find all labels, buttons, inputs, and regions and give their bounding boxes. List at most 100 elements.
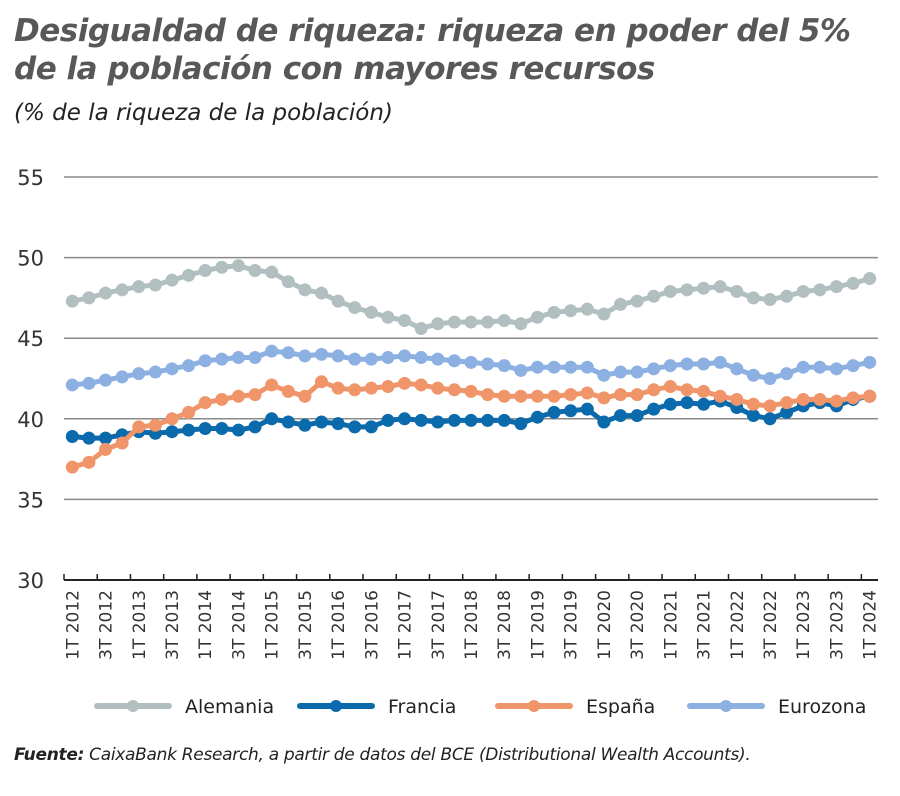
- data-point-francia: [165, 425, 179, 439]
- data-point-alemania: [99, 286, 113, 300]
- data-point-francia: [647, 402, 661, 416]
- data-point-españa: [863, 389, 877, 403]
- data-point-francia: [497, 413, 511, 427]
- data-point-francia: [514, 417, 528, 431]
- data-point-alemania: [464, 315, 478, 329]
- data-point-eurozona: [165, 362, 179, 376]
- y-tick-label: 35: [17, 488, 44, 512]
- data-point-francia: [580, 402, 594, 416]
- data-point-eurozona: [314, 347, 328, 361]
- data-point-alemania: [248, 263, 262, 277]
- y-tick-label: 40: [17, 408, 44, 432]
- data-point-eurozona: [115, 370, 129, 384]
- data-point-españa: [763, 399, 777, 413]
- data-point-españa: [281, 384, 295, 398]
- y-tick-label: 30: [17, 569, 44, 593]
- data-point-francia: [248, 420, 262, 434]
- data-point-francia: [99, 431, 113, 445]
- legend-marker: [330, 700, 342, 712]
- data-point-eurozona: [547, 360, 561, 374]
- data-point-francia: [331, 417, 345, 431]
- data-point-alemania: [530, 310, 544, 324]
- data-point-francia: [431, 415, 445, 429]
- data-point-españa: [697, 384, 711, 398]
- chart-title: Desigualdad de riqueza: riqueza en poder…: [14, 12, 851, 88]
- data-point-alemania: [381, 310, 395, 324]
- data-point-alemania: [547, 305, 561, 319]
- x-tick-label: 1T 2020: [595, 590, 615, 660]
- data-point-españa: [99, 442, 113, 456]
- data-point-alemania: [431, 317, 445, 331]
- data-point-eurozona: [829, 362, 843, 376]
- data-point-alemania: [314, 286, 328, 300]
- data-point-alemania: [82, 291, 96, 305]
- data-point-españa: [148, 418, 162, 432]
- legend-label: Francia: [388, 696, 456, 718]
- data-point-eurozona: [481, 357, 495, 371]
- legend-label: Alemania: [185, 696, 274, 718]
- data-point-eurozona: [364, 352, 378, 366]
- data-point-españa: [663, 380, 677, 394]
- data-point-francia: [481, 413, 495, 427]
- data-point-eurozona: [730, 362, 744, 376]
- data-point-alemania: [614, 297, 628, 311]
- data-point-eurozona: [248, 351, 262, 365]
- data-point-eurozona: [680, 357, 694, 371]
- x-tick-label: 3T 2012: [97, 590, 117, 660]
- legend-marker: [528, 700, 540, 712]
- data-point-alemania: [231, 259, 245, 273]
- data-point-eurozona: [298, 349, 312, 363]
- data-point-francia: [780, 405, 794, 419]
- y-tick-label: 45: [17, 327, 44, 351]
- data-point-alemania: [182, 268, 196, 282]
- data-point-eurozona: [398, 349, 412, 363]
- data-point-españa: [497, 389, 511, 403]
- y-tick-label: 55: [17, 166, 44, 190]
- data-point-españa: [564, 388, 578, 402]
- data-point-alemania: [481, 315, 495, 329]
- data-point-eurozona: [780, 367, 794, 381]
- data-point-alemania: [796, 284, 810, 298]
- data-point-españa: [348, 383, 362, 397]
- x-tick-label: 3T 2017: [429, 590, 449, 660]
- data-point-españa: [597, 391, 611, 405]
- data-point-españa: [780, 396, 794, 410]
- data-point-alemania: [447, 315, 461, 329]
- data-point-francia: [763, 412, 777, 426]
- data-point-alemania: [746, 291, 760, 305]
- data-point-eurozona: [215, 352, 229, 366]
- data-point-francia: [464, 413, 478, 427]
- data-point-eurozona: [763, 372, 777, 385]
- data-point-eurozona: [447, 354, 461, 368]
- data-point-alemania: [364, 305, 378, 319]
- data-point-alemania: [647, 289, 661, 303]
- data-point-alemania: [763, 293, 777, 307]
- data-point-eurozona: [614, 365, 628, 379]
- data-point-francia: [348, 420, 362, 434]
- x-tick-label: 1T 2012: [63, 590, 83, 660]
- data-point-españa: [464, 384, 478, 398]
- data-point-españa: [829, 394, 843, 408]
- data-point-alemania: [414, 322, 428, 336]
- data-point-francia: [281, 415, 295, 429]
- x-tick-label: 1T 2016: [329, 590, 349, 660]
- data-point-eurozona: [414, 351, 428, 365]
- x-tick-label: 1T 2019: [528, 590, 548, 660]
- data-point-francia: [82, 431, 96, 445]
- data-point-eurozona: [746, 368, 760, 382]
- legend-label: España: [586, 696, 655, 718]
- data-point-eurozona: [65, 378, 79, 392]
- data-point-alemania: [148, 278, 162, 292]
- data-point-alemania: [730, 284, 744, 298]
- data-point-eurozona: [348, 352, 362, 366]
- data-point-alemania: [863, 272, 877, 286]
- data-point-francia: [398, 412, 412, 426]
- data-point-españa: [713, 389, 727, 403]
- data-point-españa: [215, 392, 229, 406]
- data-point-francia: [298, 418, 312, 432]
- data-point-españa: [431, 381, 445, 395]
- x-tick-label: 1T 2014: [196, 590, 216, 660]
- data-point-eurozona: [663, 359, 677, 373]
- data-point-españa: [65, 460, 79, 474]
